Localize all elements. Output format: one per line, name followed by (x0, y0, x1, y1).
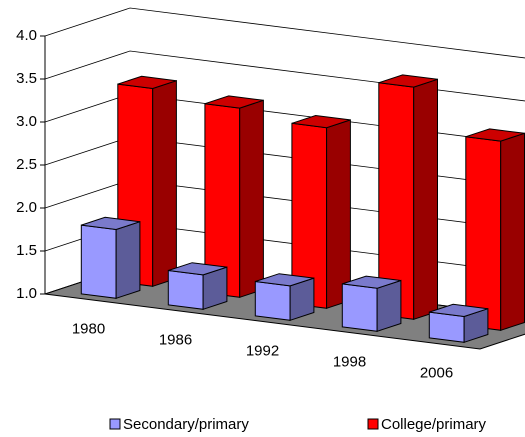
x-tick-label: 1980 (72, 320, 105, 337)
bar-side (152, 80, 177, 287)
bar-side (115, 221, 141, 299)
bar (291, 114, 351, 309)
bar-top (168, 262, 228, 276)
x-tick-label: 2006 (420, 364, 453, 381)
bar-top (255, 273, 315, 287)
bar-side (326, 119, 351, 309)
bar-top (81, 216, 141, 231)
bar (254, 273, 315, 321)
bar-front (428, 311, 465, 343)
y-tick-label: 3.0 (16, 113, 37, 130)
bar (80, 216, 141, 299)
bar (428, 303, 489, 343)
y-tick-label: 2.0 (16, 199, 37, 216)
y-tick-label: 4.0 (16, 27, 37, 44)
bar-top (429, 303, 489, 318)
bar-top (378, 74, 438, 88)
y-tick-label: 1.0 (16, 285, 37, 302)
bar-front (254, 280, 291, 321)
grid-line (44, 93, 525, 145)
bar (341, 275, 402, 332)
legend-swatch (109, 418, 121, 430)
x-tick-label: 1986 (159, 331, 192, 348)
bar-front (167, 269, 204, 310)
x-tick-label: 1992 (246, 342, 279, 359)
bar-front (465, 136, 502, 331)
legend-swatch (367, 418, 379, 430)
legend-label: Secondary/primary (123, 416, 249, 433)
bar-side (500, 132, 525, 331)
bar (167, 262, 228, 310)
bar-side (376, 279, 402, 332)
x-tick-label: 1998 (333, 353, 366, 370)
bar-front (341, 283, 378, 332)
grid-line (44, 50, 525, 102)
bar (204, 95, 264, 298)
bar-top (117, 75, 177, 90)
bar-top (291, 114, 351, 129)
y-tick-label: 3.5 (16, 70, 37, 87)
grid-line (44, 136, 525, 188)
bar-top (204, 95, 264, 109)
bar-side (413, 78, 438, 320)
bar-top (342, 275, 402, 289)
bar-front (80, 224, 117, 299)
bar-side (239, 99, 264, 298)
bar (465, 128, 525, 331)
legend-label: College/primary (381, 416, 487, 433)
y-tick-label: 1.5 (16, 242, 37, 259)
y-tick-label: 2.5 (16, 156, 37, 173)
grid-line (44, 7, 525, 59)
bar (378, 74, 438, 320)
